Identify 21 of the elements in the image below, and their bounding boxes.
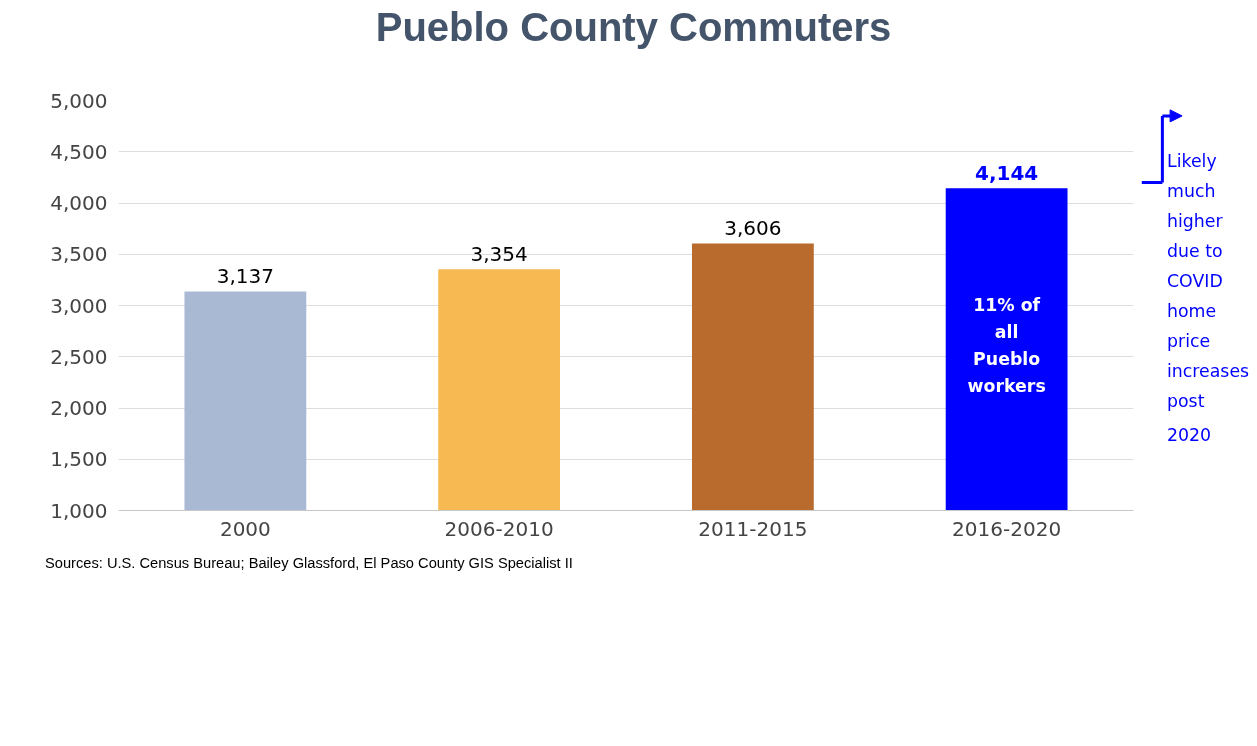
- x-tick-label: 2006-2010: [444, 516, 554, 541]
- y-tick-label: 1,500: [50, 447, 108, 472]
- y-tick-label: 3,000: [50, 293, 108, 318]
- y-tick-label: 4,500: [50, 139, 108, 164]
- x-tick-label: 2011-2015: [698, 516, 808, 541]
- x-tick-label: 2000: [219, 516, 271, 541]
- annotation: 11% of all Pueblo workers: [967, 295, 1046, 397]
- data-label: 3,354: [470, 242, 528, 267]
- y-tick-label: 5,000: [50, 88, 108, 113]
- y-tick-label: 4,000: [50, 191, 108, 215]
- x-tick-label: 2016-2020: [952, 516, 1062, 541]
- data-label: 4,144: [974, 161, 1039, 186]
- y-tick-label: 2,500: [50, 344, 108, 369]
- y-tick-label: 2,000: [50, 396, 108, 420]
- chart-title: Pueblo County Commuters: [374, 5, 893, 50]
- data-label: 3,606: [724, 216, 782, 241]
- y-tick-label: 1,000: [50, 498, 108, 523]
- data-label: 3,137: [216, 264, 275, 289]
- y-tick-label: 3,500: [50, 242, 108, 267]
- source-note: Sources: U.S. Census Bureau; Bailey Glassford, El Paso County GIS Specialist II: [44, 555, 573, 571]
- text: Likely much higher due to COVID home price increases post 2020: [1167, 150, 1250, 445]
